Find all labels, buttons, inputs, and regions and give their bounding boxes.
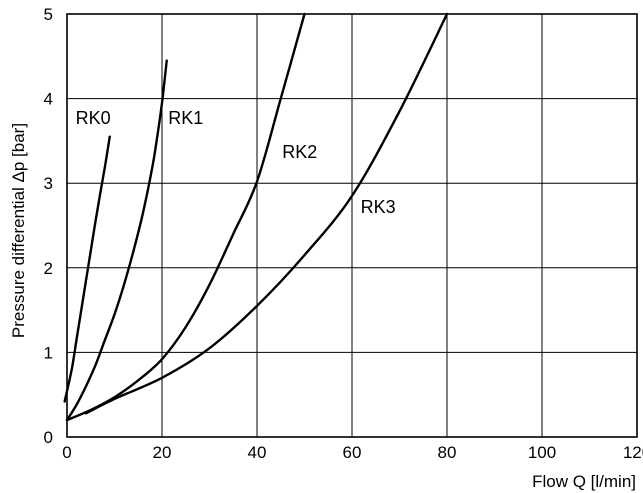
grid — [67, 14, 637, 437]
plot-frame — [66, 13, 638, 438]
x-tick-label: 40 — [248, 443, 267, 462]
y-tick-label: 5 — [44, 5, 53, 24]
series-line-rk0 — [63, 135, 111, 403]
x-tick-label: 60 — [343, 443, 362, 462]
series-labels: RK0 RK1 RK2 RK3 — [76, 108, 396, 217]
y-axis-title: Pressure differential Δp [bar] — [9, 123, 28, 338]
series-lines — [63, 12, 449, 422]
series-line-rk1 — [65, 59, 168, 422]
y-tick-label: 3 — [44, 174, 53, 193]
y-tick-label: 0 — [44, 428, 53, 447]
series-line-rk3 — [84, 12, 449, 415]
y-tick-label: 4 — [44, 90, 53, 109]
series-label-rk0: RK0 — [76, 108, 111, 128]
x-tick-label: 120 — [623, 443, 643, 462]
series-line-rk2 — [65, 12, 306, 422]
x-tick-label: 20 — [153, 443, 172, 462]
y-tick-label: 2 — [44, 259, 53, 278]
series-label-rk1: RK1 — [168, 108, 203, 128]
x-tick-label: 80 — [438, 443, 457, 462]
x-tick-label: 0 — [62, 443, 71, 462]
x-tick-label: 100 — [528, 443, 556, 462]
series-label-rk2: RK2 — [282, 142, 317, 162]
x-axis-title: Flow Q [l/min] — [532, 472, 636, 491]
tick-labels: 0 20 40 60 80 100 120 0 1 2 3 4 5 — [44, 5, 643, 462]
y-tick-label: 1 — [44, 343, 53, 362]
series-label-rk3: RK3 — [361, 197, 396, 217]
